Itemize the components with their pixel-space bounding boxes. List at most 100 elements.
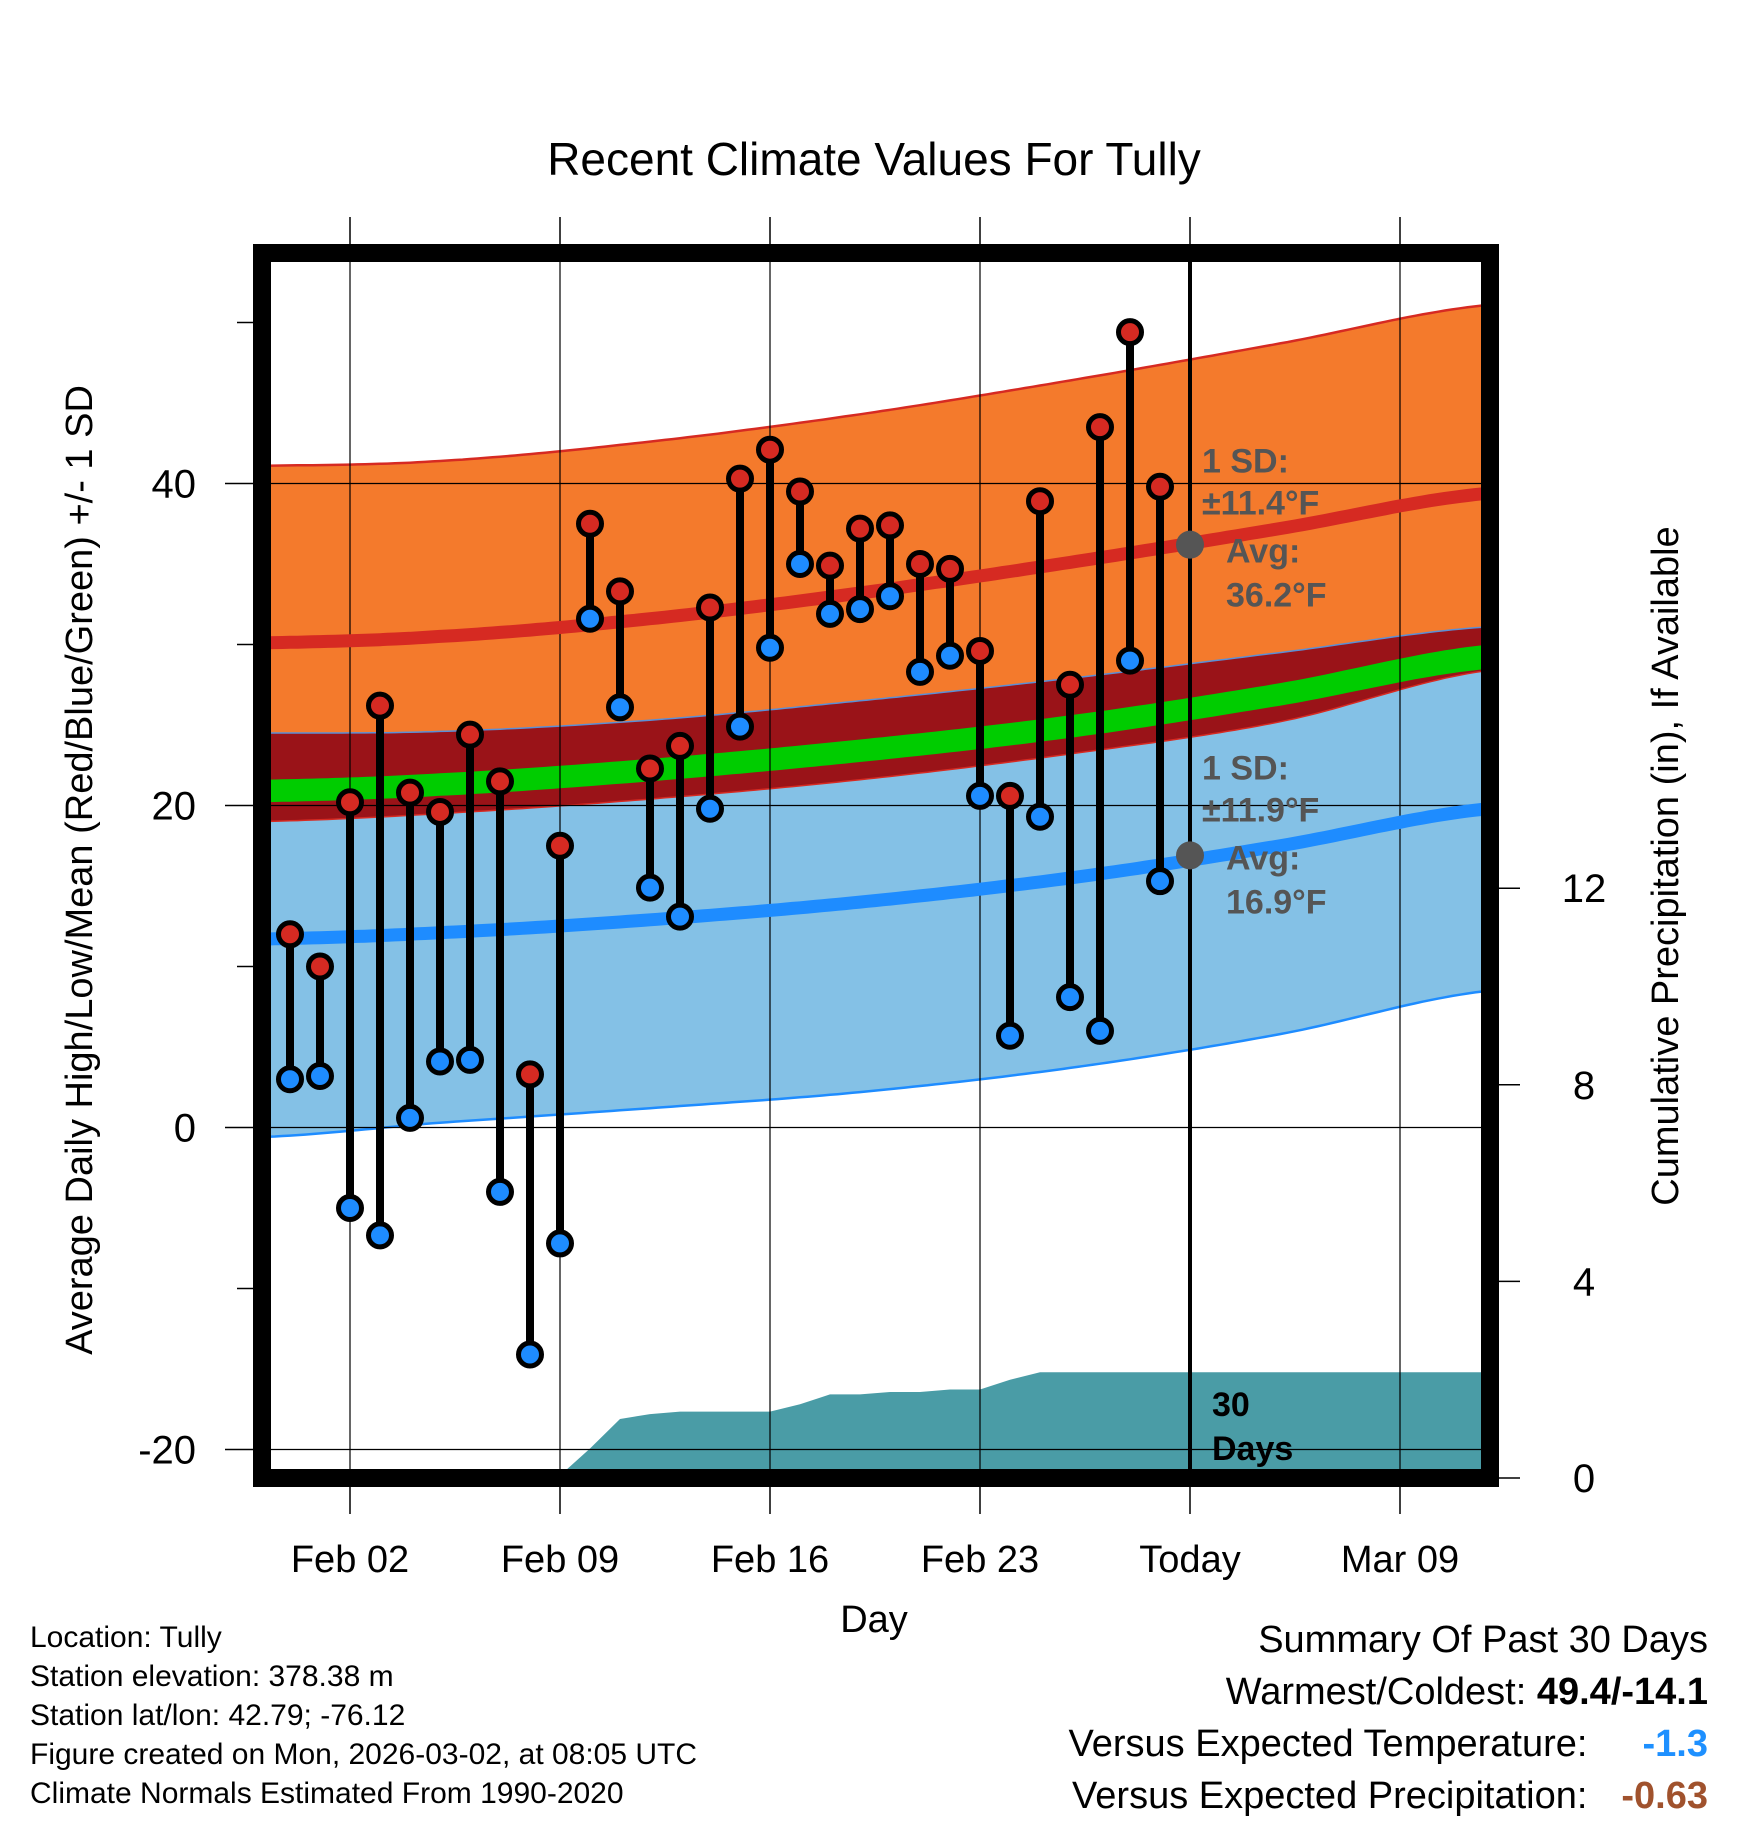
high-point — [396, 778, 424, 807]
low-point — [1056, 983, 1084, 1012]
low-point — [1086, 1016, 1114, 1045]
low-point — [726, 712, 754, 741]
low-sd-lower-line — [262, 989, 1490, 1139]
low-point — [996, 1021, 1024, 1050]
x-tick-label: Today — [1139, 1539, 1240, 1581]
y-right-tick-label: 8 — [1573, 1064, 1595, 1108]
high-avg-value: 36.2°F — [1226, 577, 1327, 615]
high-point — [606, 577, 634, 606]
high-point — [276, 920, 304, 949]
y-tick-label: 20 — [152, 785, 197, 829]
summary-panel: Summary Of Past 30 Days Warmest/Coldest:… — [1069, 1614, 1708, 1822]
today-low-avg-marker — [1176, 841, 1204, 870]
low-point — [666, 902, 694, 931]
warm-cold-label: Warmest/Coldest: — [1225, 1671, 1527, 1713]
low-avg-line — [262, 802, 1490, 946]
low-point — [516, 1340, 544, 1369]
elevation-text: Station elevation: 378.38 m — [30, 1660, 394, 1693]
y-tick-label: 40 — [152, 463, 197, 507]
high-point — [456, 720, 484, 749]
high-point — [966, 636, 994, 665]
high-point — [576, 509, 604, 538]
high-point — [1146, 472, 1174, 501]
axes: Recent Climate Values For Tully Feb 02 Feb… — [59, 133, 1687, 1641]
high-avg-line — [262, 486, 1490, 650]
plot-frame — [253, 244, 1499, 1487]
high-sd-upper-line — [262, 303, 1490, 468]
x-axis-label: Day — [840, 1599, 908, 1641]
low-point — [306, 1061, 334, 1090]
location-text: Location: Tully — [30, 1621, 222, 1654]
today-high-avg-marker — [1176, 530, 1204, 559]
low-point — [636, 873, 664, 902]
high-point — [786, 477, 814, 506]
low-point — [966, 781, 994, 810]
low-point — [486, 1177, 514, 1206]
low-avg-label: Avg: — [1226, 839, 1300, 877]
low-point — [756, 633, 784, 662]
precip-label: Versus Expected Precipitation: — [1072, 1775, 1588, 1817]
window-label-2: Days — [1212, 1430, 1293, 1468]
annotations: 1 SD: ±11.4°F Avg: 36.2°F 1 SD: ±11.9°F Avg: 16… — [1176, 443, 1327, 1468]
high-point — [1116, 318, 1144, 347]
normal-bands — [262, 303, 1490, 1139]
band-bottom-line — [262, 669, 1490, 823]
summary-precip: Versus Expected Precipitation: -0.63 — [1069, 1770, 1708, 1822]
x-tick-label: Feb 16 — [711, 1539, 829, 1581]
high-point — [1026, 487, 1054, 516]
temp-value: -1.3 — [1642, 1723, 1708, 1765]
y-right-axis-label: Cumulative Precipitation (in), If Availa… — [1645, 526, 1687, 1205]
high-point — [366, 691, 394, 720]
high-point — [756, 435, 784, 464]
low-point — [846, 595, 874, 624]
plot-border — [253, 244, 1499, 1487]
low-point — [936, 641, 964, 670]
high-point — [1056, 670, 1084, 699]
high-sd-value: ±11.4°F — [1202, 485, 1319, 523]
low-point — [696, 794, 724, 823]
high-point — [726, 464, 754, 493]
low-avg-value: 16.9°F — [1226, 883, 1327, 921]
low-point — [876, 582, 904, 611]
low-point — [456, 1045, 484, 1074]
high-point — [666, 731, 694, 760]
summary-title: Summary Of Past 30 Days — [1258, 1619, 1708, 1661]
summary-warm-cold: Warmest/Coldest: 49.4/-14.1 — [1069, 1666, 1708, 1718]
high-point — [906, 550, 934, 578]
warm-cold-value: 49.4/-14.1 — [1536, 1671, 1708, 1713]
high-point — [306, 952, 334, 981]
x-tick-label: Mar 09 — [1341, 1539, 1459, 1581]
high-point — [696, 593, 724, 622]
high-point — [546, 831, 574, 860]
temp-label: Versus Expected Temperature: — [1068, 1723, 1588, 1765]
precipitation-area — [262, 1372, 1490, 1478]
precipitation-fill — [262, 1372, 1490, 1478]
y-axis-label: Average Daily High/Low/Mean (Red/Blue/Gr… — [59, 385, 101, 1355]
low-point — [396, 1103, 424, 1132]
station-info: Location: Tully Station elevation: 378.3… — [30, 1618, 697, 1813]
low-point — [576, 604, 604, 633]
normals-text: Climate Normals Estimated From 1990-2020 — [30, 1777, 624, 1810]
window-label-1: 30 — [1212, 1386, 1250, 1424]
low-point — [546, 1229, 574, 1258]
low-sd-label: 1 SD: — [1202, 749, 1289, 787]
high-point — [936, 554, 964, 583]
x-tick-label: Feb 02 — [291, 1539, 409, 1581]
created-text: Figure created on Mon, 2026-03-02, at 08… — [30, 1738, 698, 1771]
low-sd-value: ±11.9°F — [1202, 791, 1319, 829]
low-point — [816, 599, 844, 628]
low-point — [336, 1194, 364, 1222]
high-point — [846, 514, 874, 543]
low-point — [906, 657, 934, 686]
high-point — [426, 797, 454, 826]
high-point — [336, 788, 364, 817]
high-avg-label: Avg: — [1226, 533, 1300, 571]
low-point — [606, 693, 634, 722]
summary-temp: Versus Expected Temperature: -1.3 — [1069, 1718, 1708, 1770]
high-point — [1086, 413, 1114, 442]
high-point — [516, 1060, 544, 1089]
latlon-text: Station lat/lon: 42.79; -76.12 — [30, 1699, 406, 1732]
high-point — [636, 754, 664, 783]
y-right-tick-label: 4 — [1573, 1260, 1595, 1304]
